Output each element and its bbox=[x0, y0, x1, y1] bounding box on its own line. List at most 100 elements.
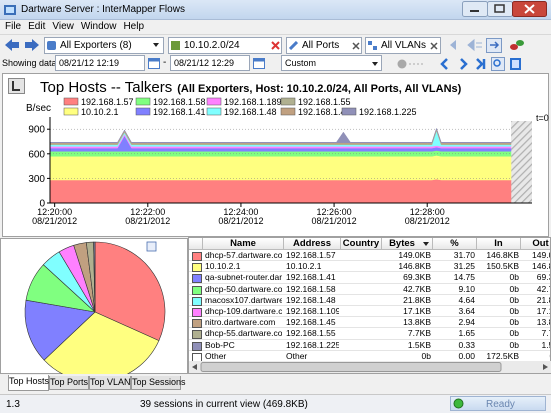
table-cell: 42.7K bbox=[536, 283, 550, 294]
status-bar bbox=[0, 394, 551, 413]
table-row[interactable]: Bob-PC 192.168.1.225 1.5KB 0.33 0b 1.5K bbox=[189, 339, 551, 351]
table-cell: 0b bbox=[509, 328, 519, 339]
menu-item[interactable]: Edit bbox=[28, 21, 46, 32]
legend-swatch bbox=[63, 97, 79, 106]
column-header[interactable]: Name bbox=[203, 238, 284, 250]
table-cell: 10.10.2.1 bbox=[205, 261, 241, 272]
legend-swatch bbox=[63, 107, 79, 116]
table-cell: dhcp-57.dartware.com bbox=[205, 250, 282, 260]
legend-label: 192.168.1.57 bbox=[81, 97, 134, 107]
exporter-label: All Exporters (8) bbox=[60, 40, 132, 51]
table-row[interactable]: 10.10.2.1 10.10.2.1 146.8KB 31.25 150.5KB 146… bbox=[189, 261, 550, 273]
from-calendar[interactable] bbox=[148, 57, 160, 69]
ports-field[interactable]: All Ports bbox=[286, 37, 362, 54]
table-cell: 0b bbox=[421, 350, 431, 361]
tab[interactable]: Top Hosts bbox=[8, 375, 49, 391]
column-header[interactable]: Address bbox=[284, 238, 341, 250]
x-tick-label: 12:20:00 08/21/2012 bbox=[32, 207, 77, 226]
back-button[interactable] bbox=[5, 39, 19, 51]
forward-button[interactable] bbox=[25, 39, 39, 51]
table-cell: Bob-PC bbox=[205, 339, 235, 350]
table-cell: 31.70 bbox=[453, 250, 475, 260]
area bbox=[49, 155, 512, 181]
table-cell: 14.75 bbox=[453, 272, 475, 283]
table-cell: 31.25 bbox=[453, 261, 475, 272]
area-chart: Top Hosts -- Talkers (All Exporters, Host… bbox=[26, 79, 549, 226]
minimize-button[interactable] bbox=[462, 1, 488, 17]
menu-item[interactable]: File bbox=[5, 21, 22, 32]
from-value: 08/21/12 12:19 bbox=[59, 58, 120, 68]
table-cell: 192.168.1.41 bbox=[286, 272, 336, 283]
column-header[interactable]: Out bbox=[521, 238, 550, 250]
menu-item[interactable]: Window bbox=[80, 21, 117, 32]
table-cell: 172.5KB bbox=[486, 350, 519, 361]
annotation: t=0 bbox=[536, 113, 549, 123]
table-row[interactable]: nitro.dartware.com 192.168.1.45 13.8KB 2.94… bbox=[189, 317, 550, 329]
to-calendar[interactable] bbox=[253, 57, 265, 69]
table-row[interactable]: dhcp-57.dartware.com 192.168.1.57 149.0KB 3… bbox=[189, 250, 550, 262]
table-row[interactable]: dhcp-109.dartware.com 192.168.1.109 17.1KB… bbox=[189, 306, 550, 318]
table-cell: 146.8K bbox=[532, 261, 550, 272]
tab-bar: Top Hosts Top Ports Top VLANs Top Sessions bbox=[0, 375, 551, 392]
table-cell: 0.00 bbox=[458, 350, 475, 361]
legend-swatch bbox=[206, 107, 222, 116]
table-row[interactable]: qa-subnet-router.dart... 192.168.1.41 69.3… bbox=[189, 272, 550, 284]
status-version: 1.3 bbox=[6, 399, 20, 410]
to-field[interactable]: 08/21/12 12:29 bbox=[170, 55, 250, 71]
from-field[interactable]: 08/21/12 12:19 bbox=[55, 55, 145, 71]
table-cell: 42.7KB bbox=[403, 283, 431, 294]
table-cell: 1.65 bbox=[458, 328, 475, 339]
legend-swatch bbox=[135, 97, 151, 106]
table-cell: 21.8K bbox=[536, 294, 550, 305]
clear-vlans[interactable] bbox=[430, 42, 438, 50]
column-header[interactable]: In bbox=[477, 238, 521, 250]
x-tick-label: 12:26:00 08/21/2012 bbox=[312, 207, 357, 226]
window-buttons[interactable] bbox=[462, 1, 548, 18]
status-state: Ready bbox=[486, 399, 515, 410]
clear-ports[interactable] bbox=[352, 42, 360, 50]
exporter-select[interactable]: All Exporters (8) bbox=[44, 37, 164, 54]
table-cell: 146.8KB bbox=[486, 250, 519, 260]
vlans-field[interactable]: All VLANs bbox=[365, 37, 441, 54]
table-row[interactable]: macosx107.dartware.com 192.168.1.48 21.8KB… bbox=[189, 294, 550, 306]
h-scrollbar[interactable] bbox=[189, 361, 551, 373]
legend-label: 192.168.1.58 bbox=[153, 97, 206, 107]
column-header[interactable]: % bbox=[433, 238, 477, 250]
legend-label: 192.168.1.41 bbox=[153, 107, 206, 117]
toolbar-icons[interactable] bbox=[446, 37, 548, 54]
nav-buttons[interactable] bbox=[4, 38, 44, 52]
table-cell: 192.168.1.58 bbox=[286, 283, 336, 294]
menu-item[interactable]: View bbox=[52, 21, 74, 32]
host-label: 10.10.2.0/24 bbox=[184, 40, 240, 51]
legend-label: 192.168.1.45 bbox=[298, 107, 351, 117]
table-cell: 69.3KB bbox=[403, 272, 431, 283]
ports-icon bbox=[289, 41, 298, 50]
legend-label: 192.168.1.55 bbox=[298, 97, 351, 107]
pie-options-icon[interactable] bbox=[146, 241, 157, 252]
time-controls[interactable] bbox=[395, 57, 535, 71]
column-header[interactable]: Bytes bbox=[382, 238, 433, 250]
to-value: 08/21/12 12:29 bbox=[174, 58, 235, 68]
table-cell: 192.168.1.55 bbox=[286, 328, 336, 339]
tab[interactable]: Top Sessions bbox=[131, 376, 186, 390]
vlans-icon bbox=[368, 41, 377, 50]
menu-item[interactable]: Help bbox=[123, 21, 145, 32]
table-cell: 1.5K bbox=[541, 339, 551, 350]
status-state-box bbox=[450, 396, 546, 411]
tab[interactable]: Top VLANs bbox=[89, 376, 135, 390]
legend-swatch bbox=[206, 97, 222, 106]
legend-swatch bbox=[280, 97, 296, 106]
preset-select[interactable]: Custom bbox=[281, 55, 382, 71]
tab[interactable]: Top Ports bbox=[49, 376, 89, 390]
maximize-button[interactable] bbox=[487, 1, 513, 17]
panel-toggle[interactable] bbox=[8, 78, 26, 95]
table-row[interactable]: dhcp-50.dartware.com 192.168.1.58 42.7KB 9.… bbox=[189, 283, 550, 295]
clear-host[interactable] bbox=[271, 41, 280, 50]
ports-label: All Ports bbox=[302, 40, 340, 51]
host-field[interactable]: 10.10.2.0/24 bbox=[168, 37, 282, 54]
table-row[interactable]: dhcp-55.dartware.com 192.168.1.55 7.7KB 1.6… bbox=[189, 328, 551, 340]
table-cell: 9.10 bbox=[458, 283, 475, 294]
column-header[interactable]: Country bbox=[341, 238, 382, 250]
table-cell: 7.7K bbox=[541, 328, 551, 339]
